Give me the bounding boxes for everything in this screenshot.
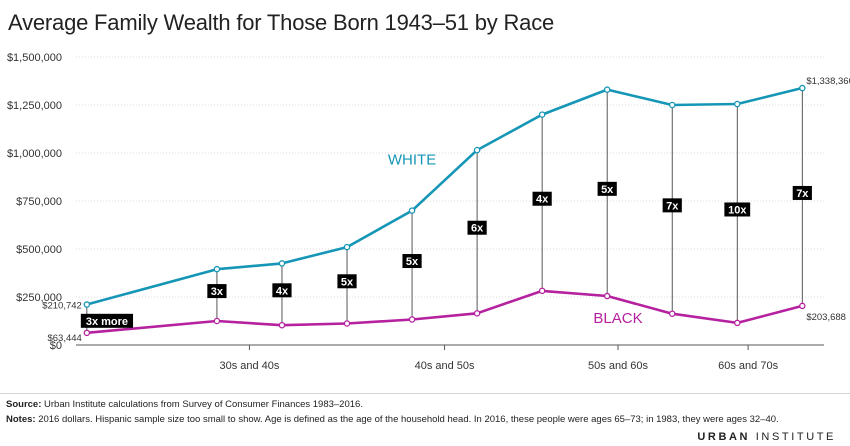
ratio-label-box <box>532 191 552 206</box>
endpoint-label: $63,444 <box>47 333 81 344</box>
endpoint-label: $210,742 <box>42 301 82 312</box>
series-label-white: WHITE <box>388 151 436 168</box>
annotations: WHITE BLACK $210,742 $63,444 $1,338,360 $203,… <box>42 76 850 344</box>
data-points <box>83 84 806 337</box>
data-point-white <box>799 84 806 92</box>
data-point-white <box>213 265 221 273</box>
x-tick-label: 50s and 60s <box>588 360 648 372</box>
data-point-black <box>343 320 351 327</box>
series-label-black: BLACK <box>593 310 642 327</box>
y-tick-label: $250,000 <box>16 292 62 304</box>
data-point-black <box>538 287 546 295</box>
x-tick-label: 40s and 50s <box>415 360 475 372</box>
line-chart: $0 $250,000 $500,000 $750,000 $1,000,000 $1,2… <box>7 52 850 372</box>
ratio-label-box <box>597 181 617 196</box>
gap-connectors <box>86 88 803 333</box>
data-point-white <box>343 243 351 251</box>
ratio-label: 5x <box>406 256 419 268</box>
source-text: Urban Institute calculations from Survey… <box>41 399 363 410</box>
notes-label: Notes: <box>6 414 36 425</box>
brand-logo: URBAN INSTITUTE <box>697 431 836 443</box>
data-point-white <box>538 111 546 118</box>
ratio-label: 4x <box>276 285 289 297</box>
series-line-white <box>86 86 803 306</box>
ratio-label-box <box>80 313 134 328</box>
x-axis: 30s and 40s 40s and 50s 50s and 60s 60s and… <box>76 344 824 372</box>
ratio-label-box <box>792 185 812 200</box>
ratio-label: 6x <box>471 223 484 235</box>
notes-text: 2016 dollars. Hispanic sample size too s… <box>35 414 779 425</box>
ratio-label-box <box>467 220 487 235</box>
ratio-label: 3x more <box>86 316 128 328</box>
data-point-white <box>668 101 676 109</box>
series-lines <box>86 86 803 335</box>
ratio-label-box <box>272 283 292 298</box>
source-label: Source: <box>6 399 42 410</box>
chart-title: Average Family Wealth for Those Born 194… <box>8 10 555 35</box>
source-note: Source: Urban Institute calculations fro… <box>6 399 363 410</box>
ratio-label-box <box>207 284 227 299</box>
y-tick-label: $750,000 <box>16 196 62 208</box>
data-point-black <box>83 329 91 337</box>
x-tick-label: 30s and 40s <box>219 360 279 372</box>
data-point-black <box>668 310 676 317</box>
brand-rest: INSTITUTE <box>750 431 836 443</box>
ratio-label: 5x <box>601 184 614 196</box>
y-tick-label: $1,000,000 <box>7 148 62 160</box>
data-point-black <box>799 302 806 310</box>
ratio-label-box <box>662 198 682 213</box>
y-tick-label: $1,500,000 <box>7 52 62 64</box>
ratio-label: 7x <box>666 200 679 212</box>
y-tick-label: $500,000 <box>16 244 62 256</box>
ratio-label: 7x <box>796 188 809 200</box>
data-point-white <box>603 86 611 93</box>
y-tick-label: $0 <box>50 340 62 352</box>
data-point-white <box>83 301 91 308</box>
endpoint-label: $203,688 <box>806 312 846 323</box>
data-point-white <box>734 100 741 108</box>
data-point-black <box>213 317 221 325</box>
data-point-white <box>408 207 416 214</box>
endpoint-label: $1,338,360 <box>806 76 850 87</box>
x-tick-label: 60s and 70s <box>718 360 778 372</box>
data-point-black <box>473 310 481 317</box>
data-point-white <box>473 146 481 154</box>
ratio-label: 10x <box>728 204 747 216</box>
y-tick-label: $1,250,000 <box>7 100 62 112</box>
data-point-black <box>603 292 611 300</box>
footer-divider <box>0 393 850 394</box>
data-point-black <box>278 321 286 329</box>
data-point-black <box>408 316 416 323</box>
ratio-label: 4x <box>536 194 549 206</box>
ratio-label: 3x <box>211 286 224 298</box>
ratio-labels: 3x more 3x 4x 5x 5x 6x 4x 5x 7x 10x 7x <box>80 181 812 328</box>
notes-note: Notes: 2016 dollars. Hispanic sample siz… <box>6 414 779 425</box>
data-point-white <box>278 260 286 267</box>
ratio-label-box <box>337 274 357 289</box>
ratio-label-box <box>402 254 422 269</box>
data-point-black <box>734 319 741 327</box>
brand-strong: URBAN <box>697 431 751 443</box>
y-axis: $0 $250,000 $500,000 $750,000 $1,000,000 $1,2… <box>7 52 62 352</box>
ratio-label: 5x <box>341 276 354 288</box>
ratio-label-box <box>724 202 751 217</box>
